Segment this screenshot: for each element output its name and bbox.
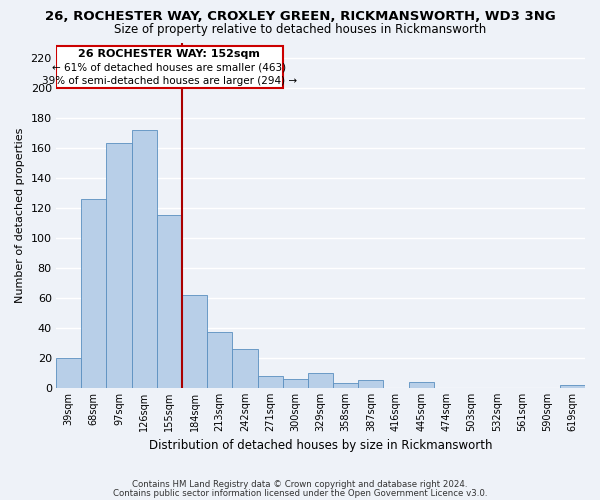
Bar	[131, 130, 157, 388]
Text: 39% of semi-detached houses are larger (294) →: 39% of semi-detached houses are larger (…	[42, 76, 297, 86]
Bar	[182, 294, 207, 388]
Y-axis label: Number of detached properties: Number of detached properties	[15, 128, 25, 302]
Bar	[358, 380, 383, 388]
Bar	[409, 382, 434, 388]
FancyBboxPatch shape	[56, 46, 283, 88]
Text: Contains public sector information licensed under the Open Government Licence v3: Contains public sector information licen…	[113, 488, 487, 498]
Bar	[81, 198, 106, 388]
Bar	[157, 215, 182, 388]
Bar	[333, 383, 358, 388]
Bar	[283, 378, 308, 388]
Bar	[257, 376, 283, 388]
Bar	[308, 372, 333, 388]
Bar	[207, 332, 232, 388]
Text: Contains HM Land Registry data © Crown copyright and database right 2024.: Contains HM Land Registry data © Crown c…	[132, 480, 468, 489]
X-axis label: Distribution of detached houses by size in Rickmansworth: Distribution of detached houses by size …	[149, 440, 492, 452]
Bar	[232, 348, 257, 388]
Bar	[560, 384, 585, 388]
Bar	[106, 143, 131, 388]
Text: ← 61% of detached houses are smaller (463): ← 61% of detached houses are smaller (46…	[52, 62, 286, 72]
Text: Size of property relative to detached houses in Rickmansworth: Size of property relative to detached ho…	[114, 22, 486, 36]
Text: 26 ROCHESTER WAY: 152sqm: 26 ROCHESTER WAY: 152sqm	[79, 48, 260, 58]
Bar	[56, 358, 81, 388]
Text: 26, ROCHESTER WAY, CROXLEY GREEN, RICKMANSWORTH, WD3 3NG: 26, ROCHESTER WAY, CROXLEY GREEN, RICKMA…	[44, 10, 556, 23]
